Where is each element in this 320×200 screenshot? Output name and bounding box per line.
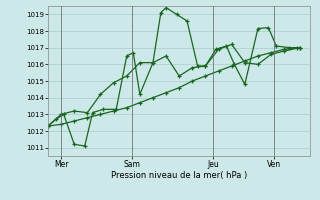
X-axis label: Pression niveau de la mer( hPa ): Pression niveau de la mer( hPa ) <box>111 171 247 180</box>
